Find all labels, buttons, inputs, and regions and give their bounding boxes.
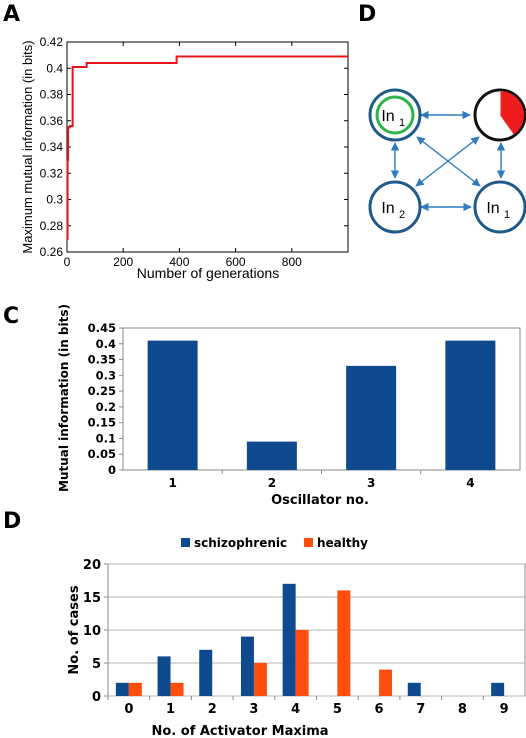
chart-c-ylabel: Mutual information (in bits) xyxy=(57,304,71,492)
panel-label-c: C xyxy=(3,304,19,329)
node-in2-sub: 2 xyxy=(399,209,405,221)
chart-a-xtick-label: 200 xyxy=(113,255,133,269)
chart-d-xlabel: No. of Activator Maxima xyxy=(151,724,328,738)
chart-c-xtick-label: 4 xyxy=(466,476,474,490)
chart-d-bar-schizophrenic-3 xyxy=(240,636,254,696)
chart-a-ytick-label: 0.4 xyxy=(46,61,63,75)
chart-d-bar-healthy-6 xyxy=(379,669,393,696)
chart-c-ytick-label: 0.05 xyxy=(88,447,116,461)
node-in2: In 2 xyxy=(368,180,422,234)
chart-c-ytick-label: 0.3 xyxy=(96,368,116,382)
chart-d-bar-healthy-0 xyxy=(128,682,142,696)
chart-a-ytick-label: 0.36 xyxy=(40,114,64,128)
chart-d-bar-schizophrenic-1 xyxy=(157,656,171,696)
chart-d-xtick-label: 7 xyxy=(416,702,425,717)
node-in1-top-label: In xyxy=(381,108,394,125)
legend-label-healthy: healthy xyxy=(317,536,368,550)
panel-label-a: A xyxy=(3,2,20,27)
chart-a-ytick-label: 0.38 xyxy=(40,88,64,102)
chart-d-bar-schizophrenic-9 xyxy=(491,682,505,696)
node-in1-bottom-sub: 1 xyxy=(504,209,510,221)
chart-c-bar-1 xyxy=(147,340,198,470)
chart-d-ylabel: No. of cases xyxy=(67,585,82,674)
chart-c-xlabel: Oscillator no. xyxy=(271,493,369,508)
chart-a-ytick-label: 0.34 xyxy=(40,140,64,154)
legend-swatch-schizophrenic xyxy=(181,538,190,547)
diagram-arrows xyxy=(390,110,506,212)
chart-a-ytick-label: 0.3 xyxy=(46,193,63,207)
chart-c-bar-4 xyxy=(445,340,496,470)
chart-c-xtick-label: 1 xyxy=(168,476,176,490)
chart-c-xtick-label: 3 xyxy=(367,476,375,490)
chart-d-xtick-label: 8 xyxy=(458,702,467,717)
chart-d-ytick-label: 20 xyxy=(83,558,101,573)
chart-d-xtick-label: 1 xyxy=(166,702,175,717)
chart-c-xtick-label: 2 xyxy=(268,476,276,490)
panel-label-d-bottom: D xyxy=(3,509,21,534)
chart-a-ytick-label: 0.26 xyxy=(40,245,64,259)
chart-d-xtick-label: 0 xyxy=(124,702,133,717)
chart-d-ytick-label: 15 xyxy=(83,591,101,606)
chart-c: 0 0.05 0.10.15 0.2 0.25 0.30.35 0.4 0.45 1 2 3 4 O… xyxy=(57,304,521,508)
chart-a-xtick-label: 600 xyxy=(226,255,246,269)
chart-d-legend: schizophrenic healthy xyxy=(181,536,368,550)
chart-d-ytick-label: 0 xyxy=(92,690,101,705)
node-in1-bottom: In 1 xyxy=(473,180,526,234)
chart-a-series-line xyxy=(66,55,348,240)
node-pie xyxy=(473,88,526,142)
chart-a-ytick-label: 0.28 xyxy=(40,219,64,233)
chart-d-ytick-label: 10 xyxy=(83,624,101,639)
node-pie-red-slice xyxy=(500,90,525,135)
chart-d-bar-healthy-5 xyxy=(337,590,351,696)
chart-c-ytick-label: 0.2 xyxy=(96,400,116,414)
chart-c-bar-2 xyxy=(246,441,297,470)
chart-a-frame xyxy=(66,41,349,253)
chart-d-bar-healthy-3 xyxy=(253,663,267,696)
chart-a-xlabel: Number of generations xyxy=(137,265,279,281)
node-in1-bottom-label: In xyxy=(486,200,499,217)
node-in1-top: In 1 xyxy=(368,88,422,142)
chart-c-ytick-label: 0.25 xyxy=(88,384,116,398)
chart-d-bar-schizophrenic-7 xyxy=(407,682,421,696)
node-in1-top-sub: 1 xyxy=(399,117,405,129)
chart-d-xtick-label: 9 xyxy=(500,702,509,717)
chart-d-xtick-label: 3 xyxy=(249,702,258,717)
chart-d-bar-healthy-1 xyxy=(170,682,184,696)
chart-d-bar-schizophrenic-0 xyxy=(115,682,129,696)
chart-d-bar-healthy-4 xyxy=(295,630,309,696)
chart-c-ytick-label: 0.35 xyxy=(88,353,116,367)
chart-c-ytick-label: 0.45 xyxy=(88,321,116,335)
chart-c-ytick-label: 0.1 xyxy=(96,431,116,445)
chart-d-bar-schizophrenic-2 xyxy=(199,649,213,696)
chart-a-ylabel: Maximum mutual information (in bits) xyxy=(20,40,35,253)
chart-a-ytick-label: 0.42 xyxy=(40,35,64,49)
chart-c-ytick-label: 0.4 xyxy=(96,337,116,351)
chart-c-ytick-label: 0 xyxy=(108,463,116,477)
arrow-in2-pie xyxy=(415,136,480,187)
chart-d-xtick-label: 6 xyxy=(375,702,384,717)
chart-a-xtick-label: 400 xyxy=(169,255,189,269)
network-diagram: In 1 In 2 In 1 xyxy=(368,88,526,234)
chart-a: 0.26 0.28 0.3 0.32 0.34 0.36 0.38 0.4 0.42 0 200 4… xyxy=(20,35,349,281)
panel-label-d-top: D xyxy=(358,2,376,27)
chart-d: schizophrenic healthy 0 5 10 15 20 0 1 2 3 4 5 6 7 8… xyxy=(67,536,526,738)
chart-d-xtick-label: 2 xyxy=(208,702,217,717)
chart-c-ytick-label: 0.15 xyxy=(88,416,116,430)
chart-a-xtick-label: 800 xyxy=(282,255,302,269)
node-in1-top-inner-ring xyxy=(375,95,415,135)
chart-c-bar-3 xyxy=(346,365,397,470)
legend-swatch-healthy xyxy=(304,538,313,547)
chart-a-ytick-label: 0.32 xyxy=(40,166,64,180)
chart-d-bar-schizophrenic-4 xyxy=(282,583,296,696)
chart-d-xtick-label: 4 xyxy=(291,702,300,717)
chart-d-ytick-label: 5 xyxy=(92,657,101,672)
legend-label-schizophrenic: schizophrenic xyxy=(194,536,287,550)
node-in2-label: In xyxy=(381,200,394,217)
chart-d-xtick-label: 5 xyxy=(333,702,342,717)
chart-a-xtick-label: 0 xyxy=(64,255,71,269)
